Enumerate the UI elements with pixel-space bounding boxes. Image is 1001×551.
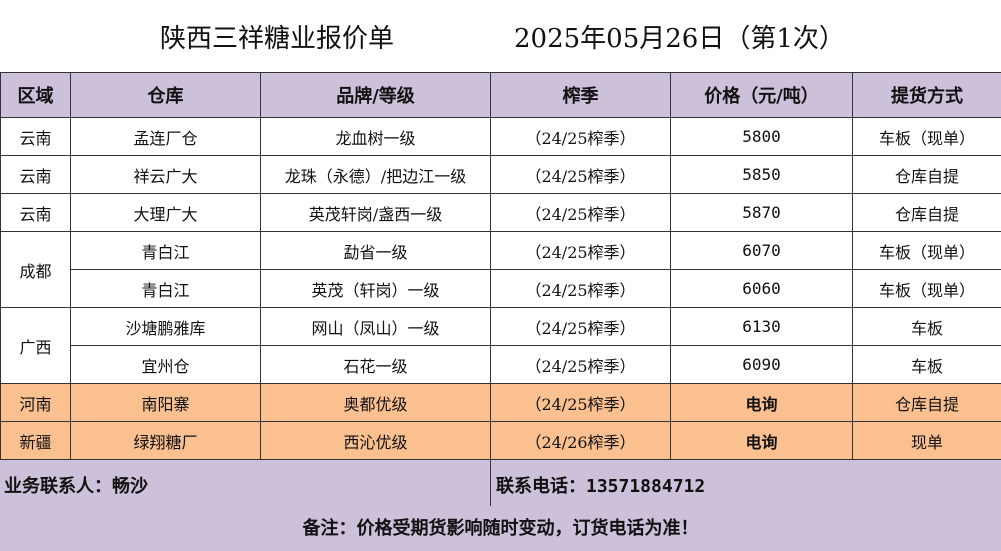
contact-divider xyxy=(490,460,491,506)
warehouse-cell: 绿翔糖厂 xyxy=(70,421,261,460)
table-row: 广西 沙塘鹏雅库 网山（凤山）一级 （24/25榨季） 6130 车板 xyxy=(0,307,1001,384)
season-cell: （24/26榨季） xyxy=(490,421,671,460)
table-row-highlighted: 新疆 绿翔糖厂 西沁优级 （24/26榨季） 电询 现单 xyxy=(0,421,1001,460)
region-cell: 河南 xyxy=(0,383,71,422)
warehouse-cell: 宜州仓 xyxy=(70,345,261,384)
region-cell: 云南 xyxy=(0,193,71,232)
table-row-highlighted: 河南 南阳寨 奥都优级 （24/25榨季） 电询 仓库自提 xyxy=(0,383,1001,422)
delivery-cell: 仓库自提 xyxy=(852,155,1001,194)
sheet-title: 陕西三祥糖业报价单 xyxy=(160,24,395,54)
warehouse-cell: 大理广大 xyxy=(70,193,261,232)
brand-cell: 英茂（轩岗）一级 xyxy=(260,269,491,308)
price-table: 区域 仓库 品牌/等级 榨季 价格（元/吨） 提货方式 云南 孟连厂仓 龙血树一… xyxy=(0,72,1001,460)
col-header-delivery: 提货方式 xyxy=(852,72,1001,118)
brand-cell: 西沁优级 xyxy=(260,421,491,460)
brand-cell: 英茂轩岗/盏西一级 xyxy=(260,193,491,232)
delivery-cell: 现单 xyxy=(852,421,1001,460)
col-header-season: 榨季 xyxy=(490,72,671,118)
brand-cell: 石花一级 xyxy=(260,345,491,384)
price-cell: 5870 xyxy=(670,193,853,232)
sheet-date: 2025年05月26日（第1次） xyxy=(514,24,845,54)
price-cell: 5800 xyxy=(670,117,853,156)
region-cell: 云南 xyxy=(0,117,71,156)
col-header-brand: 品牌/等级 xyxy=(260,72,491,118)
season-cell: （24/25榨季） xyxy=(490,117,671,156)
delivery-cell: 车板（现单） xyxy=(852,269,1001,308)
price-cell: 电询 xyxy=(670,383,853,422)
table-row: 成都 青白江 勐省一级 （24/25榨季） 6070 车板（现单） xyxy=(0,231,1001,308)
table-row: 云南 祥云广大 龙珠（永德）/把边江一级 （24/25榨季） 5850 仓库自提 xyxy=(0,155,1001,194)
phone-number: 13571884712 xyxy=(586,476,706,497)
brand-cell: 网山（凤山）一级 xyxy=(260,307,491,346)
price-cell: 6130 xyxy=(670,307,853,346)
table-row: 云南 孟连厂仓 龙血树一级 （24/25榨季） 5800 车板（现单） xyxy=(0,117,1001,156)
season-cell: （24/25榨季） xyxy=(490,231,671,270)
header-row: 区域 仓库 品牌/等级 榨季 价格（元/吨） 提货方式 xyxy=(0,72,1001,118)
warehouse-cell: 青白江 xyxy=(70,269,261,308)
table-row: 云南 大理广大 英茂轩岗/盏西一级 （24/25榨季） 5870 仓库自提 xyxy=(0,193,1001,232)
col-header-price: 价格（元/吨） xyxy=(670,72,853,118)
price-cell: 电询 xyxy=(670,421,853,460)
season-cell: （24/25榨季） xyxy=(490,269,671,308)
table-row: 青白江 英茂（轩岗）一级 （24/25榨季） 6060 车板（现单） xyxy=(1,269,1001,308)
col-header-warehouse: 仓库 xyxy=(70,72,261,118)
brand-cell: 龙珠（永德）/把边江一级 xyxy=(260,155,491,194)
price-cell: 6060 xyxy=(670,269,853,308)
region-cell: 新疆 xyxy=(0,421,71,460)
delivery-cell: 车板 xyxy=(852,345,1001,384)
brand-cell: 勐省一级 xyxy=(260,231,491,270)
delivery-cell: 车板 xyxy=(852,307,1001,346)
warehouse-cell: 沙塘鹏雅库 xyxy=(70,307,261,346)
warehouse-cell: 青白江 xyxy=(70,231,261,270)
contact-row: 业务联系人：畅沙 联系电话：13571884712 xyxy=(0,459,1001,507)
season-cell: （24/25榨季） xyxy=(490,307,671,346)
region-cell: 云南 xyxy=(0,155,71,194)
delivery-cell: 仓库自提 xyxy=(852,193,1001,232)
season-cell: （24/25榨季） xyxy=(490,345,671,384)
region-cell: 广西 xyxy=(0,307,71,384)
contact-person: 业务联系人：畅沙 xyxy=(4,476,148,497)
warehouse-cell: 南阳寨 xyxy=(70,383,261,422)
contact-phone: 联系电话：13571884712 xyxy=(496,472,705,498)
delivery-cell: 车板（现单） xyxy=(852,117,1001,156)
title-row: 陕西三祥糖业报价单 2025年05月26日（第1次） xyxy=(0,0,1001,73)
phone-label: 联系电话： xyxy=(496,476,586,497)
season-cell: （24/25榨季） xyxy=(490,193,671,232)
warehouse-cell: 祥云广大 xyxy=(70,155,261,194)
brand-cell: 奥都优级 xyxy=(260,383,491,422)
table-row: 宜州仓 石花一级 （24/25榨季） 6090 车板 xyxy=(1,345,1001,384)
col-header-region: 区域 xyxy=(0,72,71,118)
region-cell: 成都 xyxy=(0,231,71,308)
brand-cell: 龙血树一级 xyxy=(260,117,491,156)
season-cell: （24/25榨季） xyxy=(490,155,671,194)
delivery-cell: 车板（现单） xyxy=(852,231,1001,270)
price-cell: 5850 xyxy=(670,155,853,194)
price-cell: 6090 xyxy=(670,345,853,384)
warehouse-cell: 孟连厂仓 xyxy=(70,117,261,156)
season-cell: （24/25榨季） xyxy=(490,383,671,422)
note-row: 备注：价格受期货影响随时变动，订货电话为准！ xyxy=(0,506,1001,551)
price-cell: 6070 xyxy=(670,231,853,270)
delivery-cell: 仓库自提 xyxy=(852,383,1001,422)
